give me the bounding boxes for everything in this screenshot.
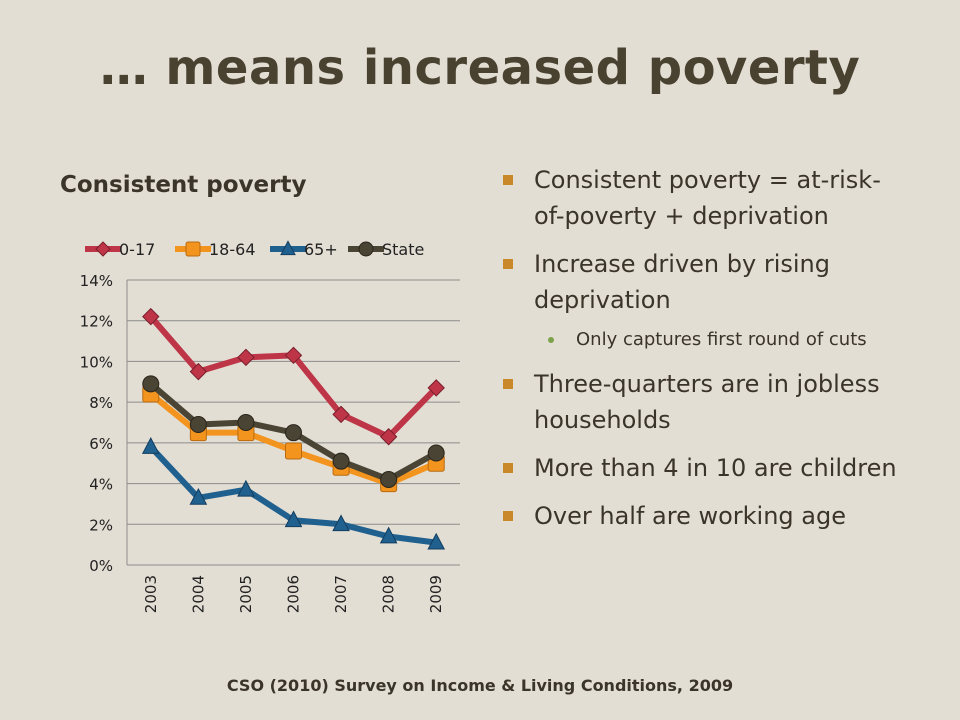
legend-label: 18-64 [209,240,256,259]
legend-label: State [382,240,424,259]
bullet-text: Increase driven by rising deprivation [534,250,830,314]
bullet-list: Consistent poverty = at-risk-of-poverty … [500,162,900,546]
y-tick-label: 10% [80,353,113,371]
data-point-65+ [284,510,303,528]
bullet-text: Only captures first round of cuts [576,329,867,350]
data-point-0-17 [142,307,160,326]
y-tick-label: 2% [89,516,113,534]
legend-marker-icon [95,241,111,257]
dot-bullet-icon [548,337,554,343]
x-tick-label: 2004 [189,575,207,613]
y-tick-label: 12% [80,313,113,331]
data-point-65+ [332,514,350,532]
data-point-State [427,444,445,462]
square-bullet-icon [503,175,513,185]
bullet-text: Consistent poverty = at-risk-of-poverty … [534,166,881,230]
sub-bullet-item: Only captures first round of cuts [500,324,900,356]
data-point-State [332,452,350,470]
data-point-65+ [189,487,208,505]
bullet-text: Three-quarters are in jobless households [534,370,880,434]
legend-label: 65+ [304,240,338,259]
bullet-item: Over half are working age [500,498,900,534]
series-line-65+ [148,444,437,546]
square-bullet-icon [503,259,513,269]
data-point-0-17 [427,379,445,397]
chart-subtitle: Consistent poverty [60,172,307,198]
data-point-State [285,424,302,442]
data-point-65+ [237,479,255,497]
square-bullet-icon [503,511,513,521]
source-note: CSO (2010) Survey on Income & Living Con… [226,676,734,695]
x-tick-label: 2007 [332,575,350,613]
consistent-poverty-chart: 0% 2% 4% 6% 8% 10% 12% 14% 2003 2004 2005 2006 2007 2… [80,240,460,613]
data-point-18-64 [285,442,302,460]
data-point-State [189,416,207,434]
x-tick-label: 2003 [142,575,160,613]
bullet-text: Over half are working age [534,502,846,530]
bullet-text: More than 4 in 10 are children [534,454,897,482]
data-point-65+ [141,437,160,454]
data-point-State [380,471,398,488]
x-tick-label: 2009 [427,575,445,613]
data-point-0-17 [284,346,303,365]
square-bullet-icon [503,463,513,473]
data-point-65+ [379,526,398,544]
data-point-State [142,375,160,393]
bullet-item: Consistent poverty = at-risk-of-poverty … [500,162,900,234]
y-tick-label: 4% [89,476,113,494]
square-bullet-icon [503,379,513,389]
data-point-0-17 [189,362,208,381]
legend-marker-icon [185,241,201,257]
bullet-item: Three-quarters are in jobless households [500,366,900,438]
y-tick-label: 0% [89,557,113,575]
data-point-0-17 [332,405,350,424]
y-tick-label: 14% [80,272,113,290]
legend-marker-icon [280,240,296,256]
slide-title: … means increased poverty [99,40,861,96]
x-tick-label: 2008 [380,575,398,613]
data-point-65+ [427,532,446,550]
data-point-0-17 [237,348,255,367]
legend-marker-icon [358,241,374,257]
bullet-item: More than 4 in 10 are children [500,450,900,486]
legend-label: 0-17 [119,240,155,259]
x-tick-label: 2005 [237,575,255,613]
x-tick-label: 2006 [285,575,303,613]
bullet-item: Increase driven by rising deprivation [500,246,900,318]
data-point-0-17 [379,428,398,446]
y-tick-label: 8% [89,394,113,412]
y-tick-label: 6% [89,435,113,453]
data-point-State [237,414,255,431]
